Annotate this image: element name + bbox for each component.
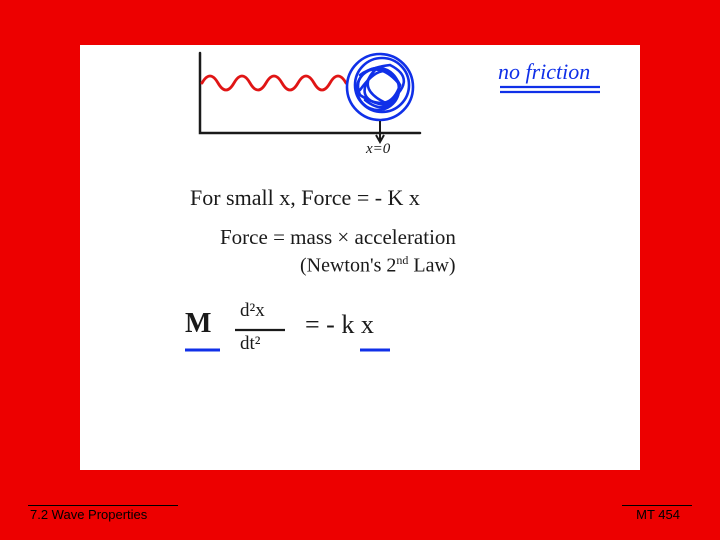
- line-hooke: For small x, Force = - K x: [190, 185, 420, 211]
- eq-frac-bot: dt²: [240, 333, 260, 355]
- eq-M: M: [185, 308, 211, 340]
- newton-text-1: (Newton's 2: [300, 255, 396, 277]
- footer-left: 7.2 Wave Properties: [30, 507, 147, 522]
- line-newton-b: (Newton's 2nd Law): [300, 253, 456, 278]
- footer-rule-right: [622, 505, 692, 506]
- eq-frac-top: d²x: [240, 300, 265, 322]
- no-friction-label: no friction: [498, 59, 590, 85]
- mass-scribble: [347, 54, 413, 120]
- line-newton-a: Force = mass × acceleration: [220, 225, 456, 250]
- footer-right: MT 454: [636, 507, 680, 522]
- spring-icon: [202, 76, 346, 90]
- eq-right: = - k x: [305, 310, 374, 340]
- whiteboard: no friction x=0 For small x, Force = - K…: [80, 45, 640, 470]
- origin-label: x=0: [366, 141, 390, 158]
- origin-arrow: [376, 121, 384, 142]
- footer-rule-left: [28, 505, 178, 506]
- newton-text-2: Law): [408, 255, 455, 277]
- no-friction-underline: [500, 87, 600, 92]
- footer: 7.2 Wave Properties MT 454: [0, 507, 720, 522]
- newton-sup: nd: [396, 253, 408, 267]
